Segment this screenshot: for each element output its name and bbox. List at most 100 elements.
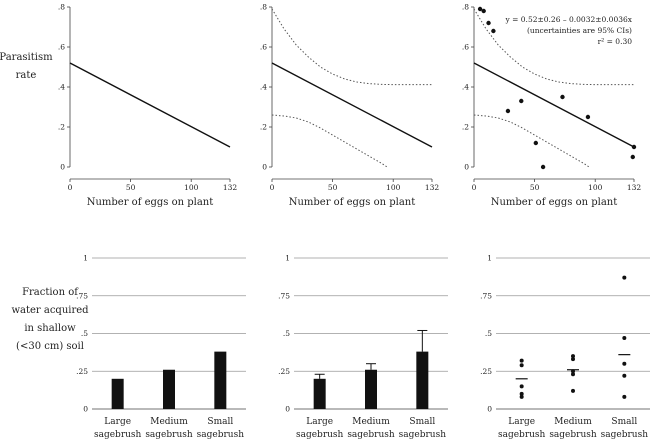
data-point bbox=[622, 394, 627, 399]
data-point bbox=[622, 373, 627, 378]
x-tick-label: 132 bbox=[223, 183, 238, 192]
y-tick-label: .4 bbox=[260, 83, 267, 92]
row2-ylabel-line: water acquired bbox=[11, 305, 89, 316]
data-point bbox=[571, 357, 575, 362]
y-tick-label: 0 bbox=[262, 163, 267, 172]
series-lower-ci bbox=[473, 114, 590, 168]
data-point bbox=[519, 98, 524, 104]
x-axis-label: Number of eggs on plant bbox=[87, 197, 214, 208]
y-tick-label: 0 bbox=[60, 163, 65, 172]
category-label: Medium bbox=[150, 417, 188, 427]
data-point bbox=[486, 20, 491, 26]
category-label: Large bbox=[306, 417, 333, 427]
data-point bbox=[540, 164, 546, 170]
y-tick-label: .25 bbox=[480, 367, 492, 376]
data-point bbox=[622, 275, 627, 280]
y-tick-label: .8 bbox=[58, 3, 65, 12]
row1-ylabel-line: Parasitism bbox=[0, 52, 53, 63]
bar bbox=[163, 369, 175, 409]
chart-bottom-left: 0 .25 .5 .75 1 Large sagebrush Medium sagebrush S… bbox=[76, 254, 246, 440]
x-tick-label: 0 bbox=[68, 183, 73, 192]
data-point bbox=[585, 114, 591, 120]
category-label: sagebrush bbox=[145, 430, 193, 440]
data-point bbox=[571, 388, 575, 393]
chart-bottom-right: 0 .25 .5 .75 1 Large sagebrush Medium sagebrush S… bbox=[480, 254, 650, 440]
data-point bbox=[622, 361, 627, 366]
bar bbox=[111, 378, 124, 409]
y-tick-label: .5 bbox=[81, 329, 88, 338]
x-tick-label: 50 bbox=[126, 183, 136, 192]
x-tick-label: 100 bbox=[184, 183, 199, 192]
regression-annotation: y = 0.52±0.26 – 0.0032±0.0036x bbox=[505, 15, 633, 24]
y-tick-label: .75 bbox=[76, 291, 88, 300]
series-upper-ci bbox=[473, 8, 634, 86]
y-tick-label: .6 bbox=[260, 43, 267, 52]
bar bbox=[365, 369, 377, 409]
y-tick-label: .25 bbox=[76, 367, 88, 376]
x-tick-label: 132 bbox=[425, 183, 440, 192]
y-tick-label: 0 bbox=[464, 163, 469, 172]
x-axis-label: Number of eggs on plant bbox=[491, 197, 618, 208]
data-point bbox=[505, 108, 511, 114]
category-label: sagebrush bbox=[197, 430, 245, 440]
data-point bbox=[519, 363, 524, 368]
y-tick-label: .2 bbox=[260, 123, 267, 132]
bar bbox=[214, 351, 227, 409]
data-point bbox=[631, 144, 637, 150]
y-tick-label: .4 bbox=[462, 83, 469, 92]
bar bbox=[416, 351, 429, 409]
row2-ylabel-line: Fraction of bbox=[22, 287, 79, 298]
y-tick-label: .8 bbox=[260, 3, 267, 12]
row2-ylabel-line: in shallow bbox=[24, 323, 76, 334]
y-tick-label: 0 bbox=[487, 405, 492, 414]
data-point bbox=[519, 384, 524, 389]
data-point bbox=[519, 358, 524, 363]
x-tick-label: 50 bbox=[530, 183, 540, 192]
x-tick-label: 100 bbox=[588, 183, 603, 192]
chart-bottom-middle: 0 .25 .5 .75 1 Large sagebrush Medium sagebrush S… bbox=[278, 254, 448, 440]
category-label: Small bbox=[611, 417, 637, 427]
category-label: Medium bbox=[554, 417, 592, 427]
data-point bbox=[571, 369, 575, 374]
y-tick-label: .5 bbox=[485, 329, 492, 338]
series-regression bbox=[271, 62, 433, 148]
category-label: sagebrush bbox=[94, 430, 142, 440]
category-label: sagebrush bbox=[549, 430, 597, 440]
y-tick-label: .75 bbox=[278, 291, 290, 300]
category-label: Medium bbox=[352, 417, 390, 427]
x-tick-label: 0 bbox=[270, 183, 275, 192]
data-point bbox=[519, 394, 524, 399]
data-point bbox=[481, 8, 486, 14]
x-tick-label: 132 bbox=[627, 183, 642, 192]
y-tick-label: 0 bbox=[83, 405, 88, 414]
y-tick-label: .6 bbox=[462, 43, 469, 52]
data-point bbox=[491, 28, 496, 34]
y-tick-label: 0 bbox=[285, 405, 290, 414]
series-lower-ci bbox=[271, 114, 388, 168]
category-label: sagebrush bbox=[399, 430, 447, 440]
data-point bbox=[560, 94, 565, 100]
category-label: sagebrush bbox=[601, 430, 649, 440]
row2-ylabel: Fraction of water acquired in shallow (<… bbox=[11, 287, 89, 352]
data-point bbox=[622, 336, 627, 341]
bar bbox=[313, 378, 326, 409]
y-tick-label: .75 bbox=[480, 291, 492, 300]
x-tick-label: 100 bbox=[386, 183, 401, 192]
y-tick-label: 1 bbox=[83, 254, 88, 263]
data-point bbox=[477, 6, 483, 12]
y-tick-label: 1 bbox=[487, 254, 492, 263]
chart-top-right: 0 .2 .4 .6 .8 0 50 100 132 Number of eggs on plan… bbox=[462, 3, 642, 209]
data-point bbox=[519, 391, 524, 396]
category-label: Small bbox=[207, 417, 233, 427]
category-label: sagebrush bbox=[498, 430, 546, 440]
row2-ylabel-line: (<30 cm) soil bbox=[16, 341, 84, 352]
data-point bbox=[630, 154, 635, 160]
y-tick-label: .25 bbox=[278, 367, 290, 376]
category-label: Large bbox=[508, 417, 535, 427]
x-tick-label: 50 bbox=[328, 183, 338, 192]
y-tick-label: .8 bbox=[462, 3, 469, 12]
data-point bbox=[571, 372, 575, 377]
row1-ylabel-line: rate bbox=[16, 70, 37, 81]
y-tick-label: .4 bbox=[58, 83, 65, 92]
